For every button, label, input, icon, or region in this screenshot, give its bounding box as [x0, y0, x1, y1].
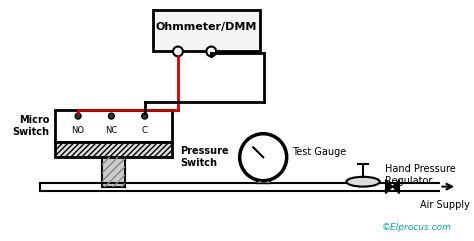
Text: NC: NC	[105, 126, 118, 135]
Bar	[55, 110, 172, 141]
Circle shape	[75, 113, 81, 119]
Text: C: C	[142, 126, 147, 135]
Circle shape	[206, 47, 216, 56]
Bar	[256, 181, 270, 183]
Text: Pressure
Switch: Pressure Switch	[180, 147, 228, 168]
Text: Test Gauge: Test Gauge	[292, 147, 346, 157]
Bar	[256, 181, 270, 183]
Text: ©Elprocus.com: ©Elprocus.com	[382, 223, 451, 232]
Ellipse shape	[346, 177, 380, 187]
Circle shape	[142, 113, 147, 119]
Polygon shape	[386, 180, 392, 194]
Polygon shape	[392, 180, 399, 194]
Circle shape	[173, 47, 183, 56]
Text: Air Supply: Air Supply	[420, 200, 470, 210]
Text: NO: NO	[72, 126, 84, 135]
Text: Micro
Switch: Micro Switch	[13, 115, 50, 137]
Bar	[153, 10, 260, 51]
Bar	[101, 157, 125, 187]
Bar	[55, 141, 172, 157]
Circle shape	[109, 113, 114, 119]
Bar	[55, 141, 172, 157]
Text: Ohmmeter/DMM: Ohmmeter/DMM	[155, 22, 257, 32]
Text: Hand Pressure
Regulator: Hand Pressure Regulator	[384, 164, 456, 186]
Circle shape	[240, 134, 287, 181]
Bar	[101, 157, 125, 187]
